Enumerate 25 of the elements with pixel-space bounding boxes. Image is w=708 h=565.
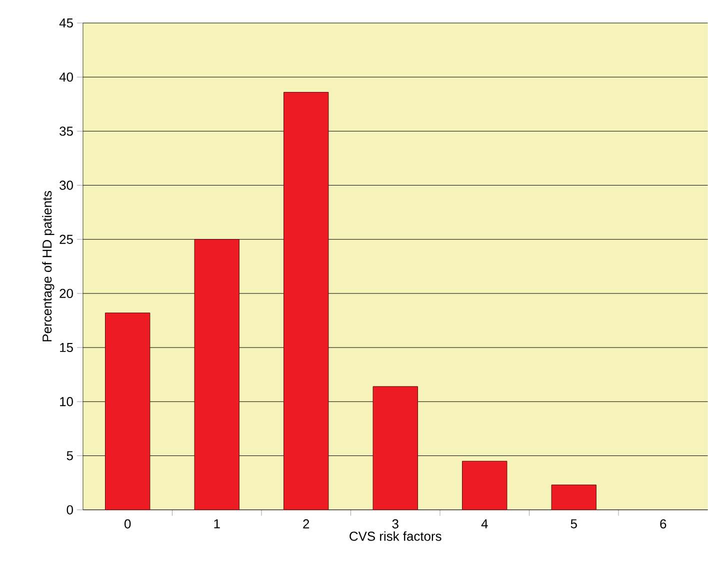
x-tick-label: 1	[214, 519, 220, 528]
y-tick-label: 20	[60, 288, 73, 298]
bar	[194, 239, 240, 510]
y-tick-label: 15	[60, 343, 73, 352]
x-tick-label: 2	[303, 519, 310, 528]
x-tick-label: 4	[481, 519, 488, 528]
bar	[105, 312, 150, 510]
bar	[372, 386, 418, 510]
y-tick-label: 10	[60, 397, 73, 406]
y-axis-title: Percentage of HD patients	[42, 191, 54, 342]
y-tick-label: 0	[66, 505, 73, 514]
x-tick-label: 0	[124, 519, 131, 529]
y-tick-label: 35	[60, 126, 73, 136]
y-tick-label: 30	[60, 180, 73, 190]
bar	[284, 92, 329, 510]
bar	[551, 484, 596, 510]
y-tick-label: 40	[59, 72, 73, 82]
y-tick-label: 45	[59, 18, 73, 28]
y-tick-label: 25	[60, 234, 73, 244]
y-tick-label: 5	[66, 451, 73, 460]
x-tick-label: 5	[570, 519, 577, 528]
bar	[462, 460, 508, 510]
x-tick-label: 3	[392, 519, 398, 529]
x-axis-title: CVS risk factors	[350, 531, 442, 541]
x-tick-label: 6	[660, 519, 666, 529]
